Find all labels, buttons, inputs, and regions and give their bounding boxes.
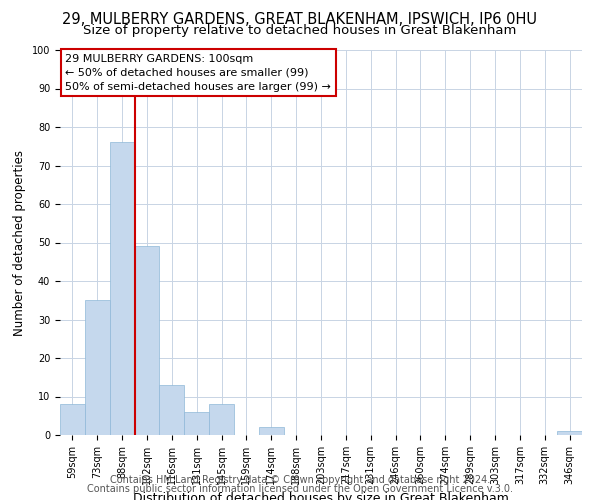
Bar — [60, 404, 85, 435]
X-axis label: Distribution of detached houses by size in Great Blakenham: Distribution of detached houses by size … — [133, 492, 509, 500]
Bar — [160, 385, 184, 435]
Text: 29, MULBERRY GARDENS, GREAT BLAKENHAM, IPSWICH, IP6 0HU: 29, MULBERRY GARDENS, GREAT BLAKENHAM, I… — [62, 12, 538, 28]
Text: Contains HM Land Registry data © Crown copyright and database right 2024.: Contains HM Land Registry data © Crown c… — [110, 475, 490, 485]
Bar — [110, 142, 134, 435]
Text: Contains public sector information licensed under the Open Government Licence v.: Contains public sector information licen… — [87, 484, 513, 494]
Bar — [259, 428, 284, 435]
Bar — [209, 404, 234, 435]
Y-axis label: Number of detached properties: Number of detached properties — [13, 150, 26, 336]
Bar — [134, 246, 160, 435]
Bar — [557, 431, 582, 435]
Bar — [85, 300, 110, 435]
Text: Size of property relative to detached houses in Great Blakenham: Size of property relative to detached ho… — [83, 24, 517, 37]
Bar — [184, 412, 209, 435]
Text: 29 MULBERRY GARDENS: 100sqm
← 50% of detached houses are smaller (99)
50% of sem: 29 MULBERRY GARDENS: 100sqm ← 50% of det… — [65, 54, 331, 92]
